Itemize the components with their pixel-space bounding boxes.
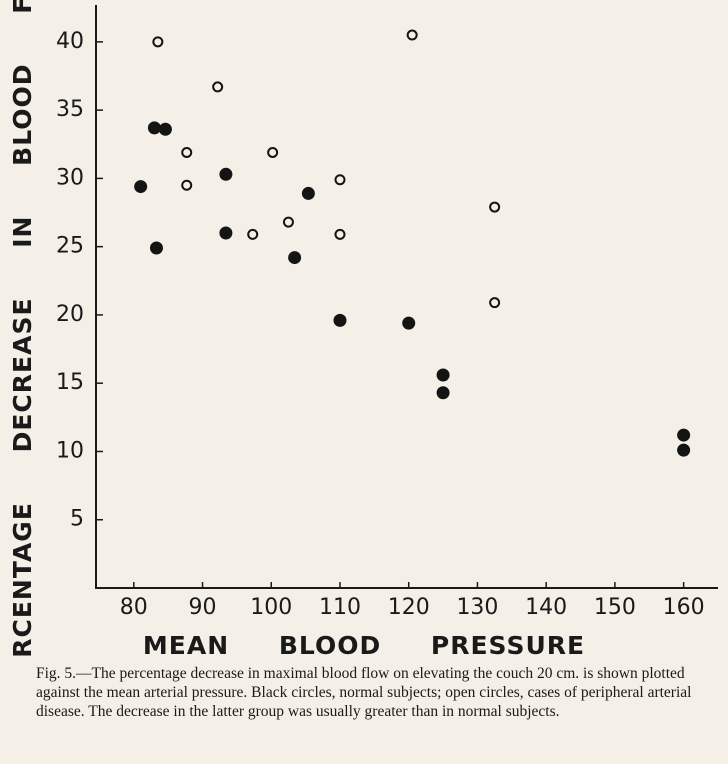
x-tick-label: 150 bbox=[594, 595, 636, 620]
open-point bbox=[267, 146, 279, 158]
filled-point bbox=[677, 443, 691, 457]
x-tick-label: 110 bbox=[319, 595, 361, 620]
y-axis-title: PERCENTAGE DECREASE IN BLOOD FLOW bbox=[8, 0, 37, 660]
filled-point bbox=[333, 313, 347, 327]
y-tick-label: 35 bbox=[56, 97, 84, 122]
filled-point bbox=[219, 226, 233, 240]
axes bbox=[95, 5, 718, 589]
open-point bbox=[181, 146, 193, 158]
open-point bbox=[489, 297, 501, 309]
x-tick-label: 100 bbox=[250, 595, 292, 620]
y-tick-label: 10 bbox=[56, 438, 84, 463]
y-tick-label: 25 bbox=[56, 234, 84, 259]
open-point bbox=[406, 29, 418, 41]
y-tick-label: 40 bbox=[56, 29, 84, 54]
x-tick-label: 160 bbox=[663, 595, 705, 620]
filled-point bbox=[436, 368, 450, 382]
filled-point bbox=[677, 428, 691, 442]
y-tick-label: 15 bbox=[56, 370, 84, 395]
open-point bbox=[334, 174, 346, 186]
open-point bbox=[282, 216, 294, 228]
filled-point bbox=[158, 122, 172, 136]
filled-point bbox=[134, 180, 148, 194]
x-tick-label: 120 bbox=[388, 595, 430, 620]
filled-point bbox=[149, 241, 163, 255]
open-point bbox=[334, 228, 346, 240]
x-tick-label: 140 bbox=[525, 595, 567, 620]
x-tick-label: 90 bbox=[189, 595, 217, 620]
filled-point bbox=[147, 121, 161, 135]
y-tick-label: 5 bbox=[70, 507, 84, 532]
filled-point bbox=[402, 316, 416, 330]
open-point bbox=[152, 36, 164, 48]
x-axis-title: MEAN BLOOD PRESSURE bbox=[143, 631, 585, 660]
open-point bbox=[247, 228, 259, 240]
open-point bbox=[212, 81, 224, 93]
y-tick-label: 30 bbox=[56, 165, 84, 190]
open-point bbox=[489, 201, 501, 213]
y-tick-label: 20 bbox=[56, 302, 84, 327]
open-point bbox=[181, 179, 193, 191]
filled-point bbox=[219, 167, 233, 181]
caption: Fig. 5.—The percentage decrease in maxim… bbox=[36, 665, 692, 720]
x-tick-label: 130 bbox=[456, 595, 498, 620]
filled-point bbox=[436, 386, 450, 400]
filled-point bbox=[301, 186, 315, 200]
x-tick-label: 80 bbox=[120, 595, 148, 620]
filled-point bbox=[288, 251, 302, 265]
chart: MEAN BLOOD PRESSURE PERCENTAGE DECREASE … bbox=[8, 0, 718, 660]
